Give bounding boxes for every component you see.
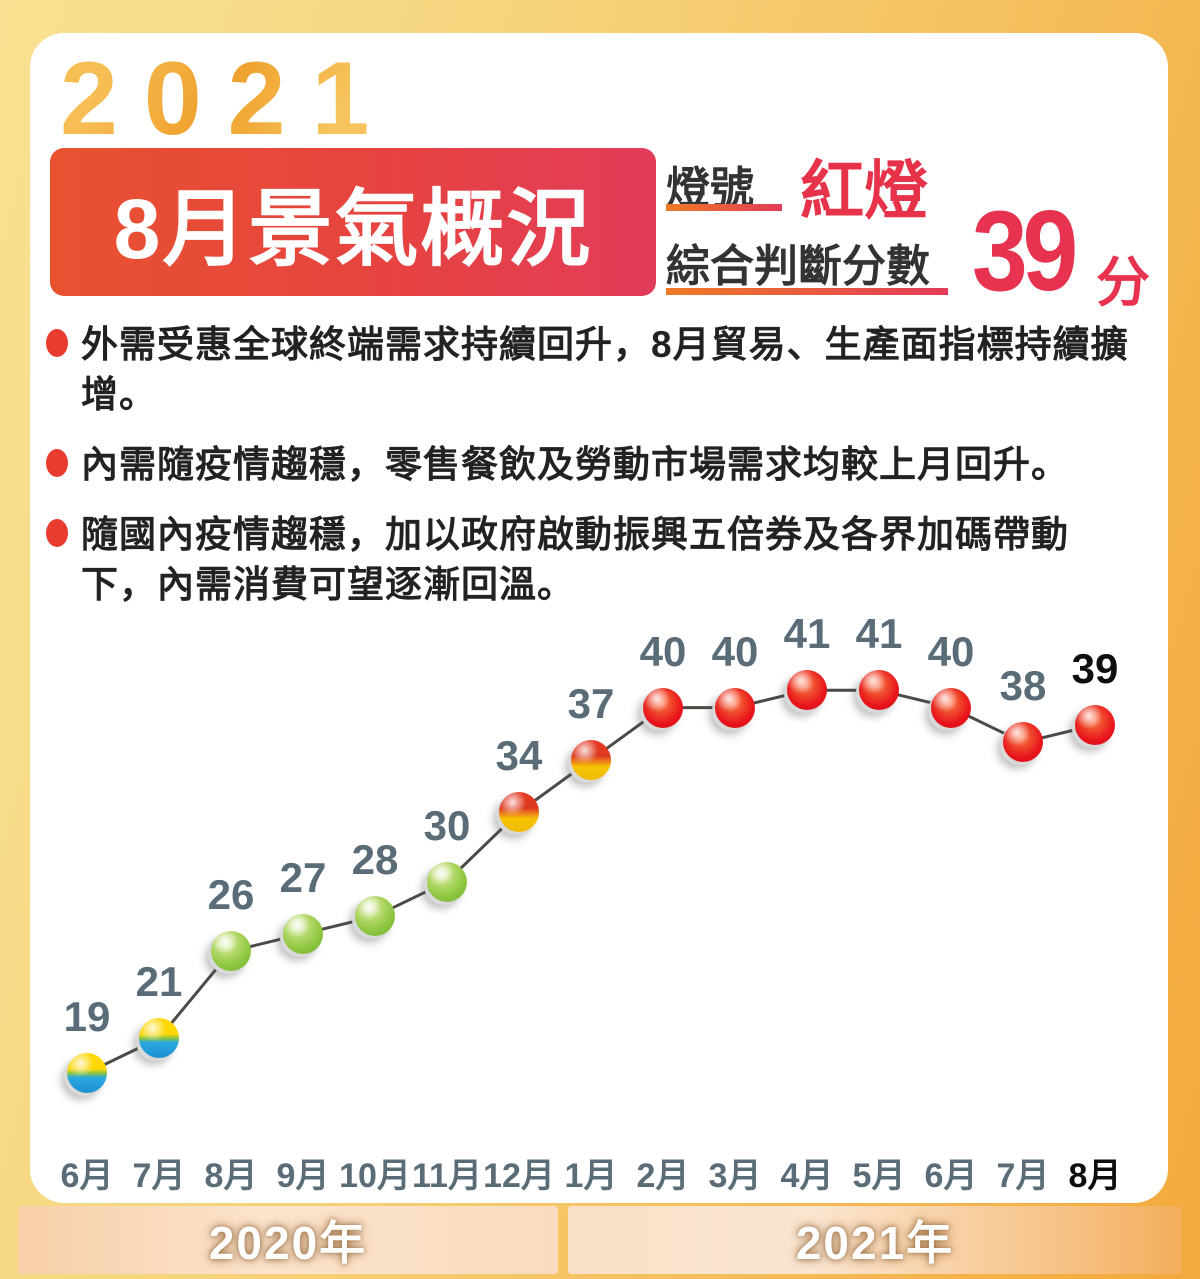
bullet-text: 外需受惠全球終端需求持續回升，8月貿易、生產面指標持續擴增。 xyxy=(81,324,1129,415)
score-label: 綜合判斷分數 xyxy=(666,242,930,291)
bullet-text: 隨國內疫情趨穩，加以政府啟動振興五倍券及各界加碼帶動下，內需消費可望逐漸回溫。 xyxy=(81,513,1069,605)
score-unit: 分 xyxy=(1096,253,1150,313)
score-underline xyxy=(666,288,948,295)
bullet-dot-icon xyxy=(46,329,68,357)
banner-title: 8月景氣概況 xyxy=(113,181,593,276)
year-band-2021: 2021年 xyxy=(568,1206,1182,1274)
title-banner: 8月景氣概況 xyxy=(50,148,656,296)
bullet-dot-icon xyxy=(46,448,68,477)
year-band-label: 2021年 xyxy=(795,1217,955,1269)
bullet-item: 外需受惠全球終端需求持續回升，8月貿易、生產面指標持續擴增。 xyxy=(46,320,1134,420)
bullet-item: 內需隨疫情趨穩，零售餐飲及勞動市場需求均較上月回升。 xyxy=(46,440,1134,490)
year-title: 2021 xyxy=(60,41,396,157)
year-band-label: 2020年 xyxy=(208,1217,368,1269)
signal-value: 紅燈 xyxy=(800,155,928,227)
bullet-item: 隨國內疫情趨穩，加以政府啟動振興五倍券及各界加碼帶動下，內需消費可望逐漸回溫。 xyxy=(46,510,1134,610)
bullet-text: 內需隨疫情趨穩，零售餐飲及勞動市場需求均較上月回升。 xyxy=(81,443,1069,485)
bullet-list: 外需受惠全球終端需求持續回升，8月貿易、生產面指標持續擴增。 內需隨疫情趨穩，零… xyxy=(46,320,1134,630)
signal-underline xyxy=(666,204,782,211)
score-value: 39 xyxy=(972,188,1078,315)
year-band-2020: 2020年 xyxy=(18,1206,558,1274)
bullet-dot-icon xyxy=(46,518,68,547)
